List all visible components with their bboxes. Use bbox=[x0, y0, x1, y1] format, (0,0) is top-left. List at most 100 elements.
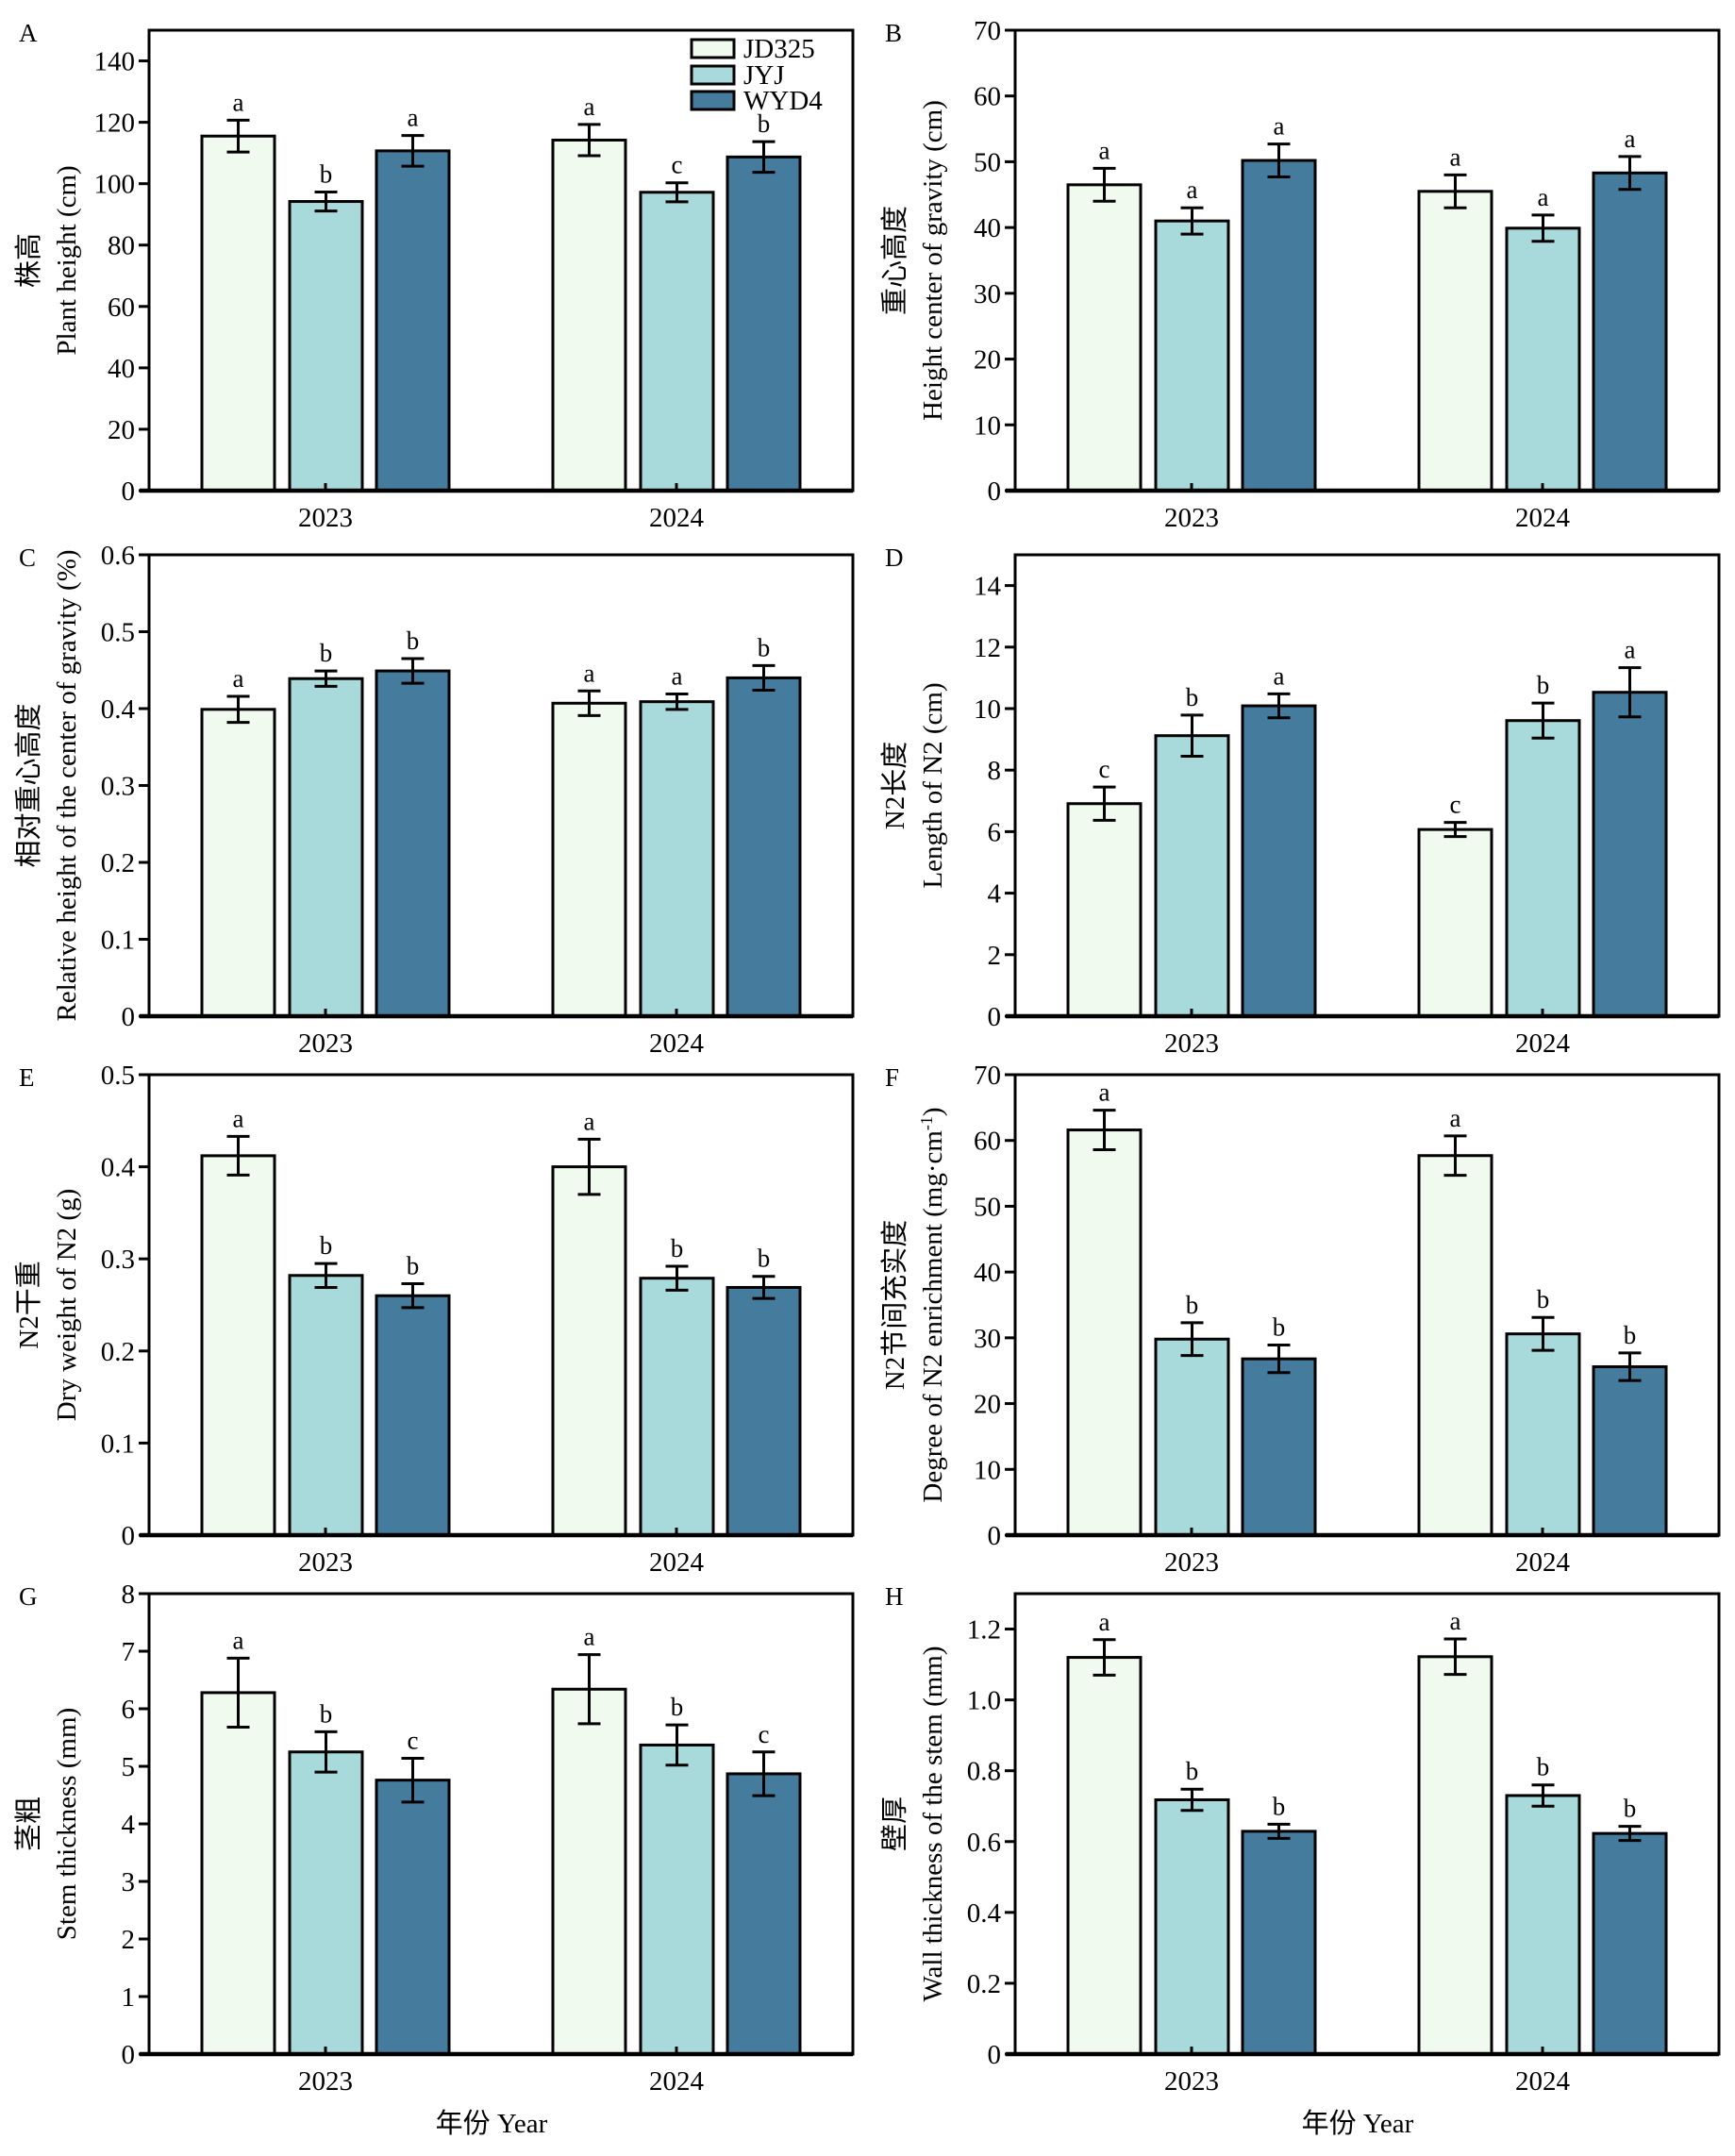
panel-h: H 壁厚 Wall thickness of the stem (mm) a a b b b b… bbox=[879, 1582, 1721, 2139]
significance-letter: c bbox=[672, 151, 683, 179]
bar-jd325-2023 bbox=[200, 708, 276, 1018]
x-tick-label: 2024 bbox=[1515, 1028, 1571, 1059]
significance-letter: b bbox=[407, 1252, 420, 1280]
panel-letter: F bbox=[885, 1063, 899, 1092]
y-tick-label: 120 bbox=[94, 109, 136, 139]
error-bar bbox=[1180, 1787, 1204, 1813]
y-tick-label: 8 bbox=[988, 756, 1002, 786]
panel-b: B 重心高度 Height center of gravity (cm) a a a a a a… bbox=[879, 16, 1721, 533]
legend-item-jd325: JD325 bbox=[690, 34, 815, 64]
y-tick-label: 1.2 bbox=[967, 1615, 1001, 1646]
y-tick-label: 60 bbox=[974, 82, 1001, 112]
error-bar bbox=[577, 1137, 601, 1196]
panel-a: A 株高 Plant height (cm) a a b c a b 0 20 40 60 80 100 12… bbox=[13, 19, 855, 533]
y-tick-label: 0.6 bbox=[967, 1828, 1001, 1858]
error-bar bbox=[314, 1730, 338, 1774]
y-tick-label: 6 bbox=[988, 817, 1002, 847]
y-axis-title-cn: N2干重 bbox=[13, 1261, 44, 1348]
significance-letter: b bbox=[1186, 1291, 1199, 1319]
x-axis-title: 年份 Year bbox=[436, 2108, 548, 2139]
x-tick-label: 2024 bbox=[649, 503, 705, 533]
bar-jd325-2024 bbox=[1417, 190, 1493, 493]
y-axis-title-en: Stem thickness (mm) bbox=[52, 1708, 82, 1940]
y-tick-label: 0 bbox=[122, 1521, 136, 1551]
bar-jyj-2024 bbox=[639, 700, 715, 1018]
bar-jd325-2024 bbox=[551, 138, 627, 493]
x-tick-label: 2023 bbox=[1164, 2066, 1219, 2097]
significance-letter: b bbox=[758, 1245, 771, 1273]
y-axis-title-en: Wall thickness of the stem (mm) bbox=[918, 1646, 948, 2002]
significance-letter: c bbox=[408, 1726, 419, 1754]
bar-jyj-2023 bbox=[1154, 1797, 1230, 2056]
significance-letter: b bbox=[758, 109, 771, 138]
bar-jyj-2024 bbox=[1505, 226, 1581, 493]
y-tick-label: 40 bbox=[974, 1258, 1001, 1288]
significance-letter: b bbox=[1273, 1313, 1286, 1342]
y-tick-label: 0 bbox=[988, 476, 1002, 507]
significance-letter: a bbox=[233, 664, 244, 693]
y-tick-label: 0 bbox=[122, 2040, 136, 2070]
error-bar bbox=[1180, 713, 1204, 759]
y-tick-label: 40 bbox=[108, 354, 135, 384]
error-bar bbox=[226, 1134, 250, 1177]
y-tick-label: 8 bbox=[122, 1579, 136, 1610]
error-bar bbox=[401, 1756, 425, 1804]
error-bar bbox=[577, 689, 601, 717]
y-tick-label: 0 bbox=[122, 476, 136, 507]
y-tick-label: 2 bbox=[988, 941, 1002, 971]
y-tick-label: 0.8 bbox=[967, 1757, 1001, 1787]
bar-jyj-2024 bbox=[639, 1743, 715, 2056]
y-tick-label: 0.2 bbox=[101, 848, 135, 878]
y-tick-label: 50 bbox=[974, 1192, 1001, 1222]
significance-letter: b bbox=[671, 1693, 684, 1721]
error-bar bbox=[401, 134, 425, 168]
bar-wyd4-2024 bbox=[1592, 171, 1668, 493]
y-tick-label: 60 bbox=[108, 292, 135, 323]
y-tick-label: 14 bbox=[974, 572, 1002, 602]
error-bar bbox=[1267, 142, 1291, 178]
x-tick-label: 2024 bbox=[1515, 503, 1571, 533]
bar-jyj-2024 bbox=[1505, 719, 1581, 1018]
y-tick-label: 20 bbox=[974, 1390, 1001, 1420]
error-bar bbox=[1267, 1822, 1291, 1840]
significance-letter: a bbox=[408, 104, 419, 132]
error-bar bbox=[1093, 166, 1116, 203]
panel-letter: D bbox=[885, 543, 904, 572]
y-tick-label: 100 bbox=[94, 170, 136, 200]
error-bar bbox=[1618, 155, 1642, 192]
y-tick-label: 20 bbox=[108, 415, 135, 445]
x-axis-title: 年份 Year bbox=[1302, 2108, 1414, 2139]
bar-jd325-2023 bbox=[1066, 1656, 1143, 2056]
error-bar bbox=[1443, 1637, 1467, 1677]
significance-letter: a bbox=[584, 92, 595, 121]
significance-letter: a bbox=[584, 659, 595, 687]
y-axis-title-cn: 壁厚 bbox=[879, 1797, 910, 1851]
y-axis-title-en-text: Plant height (cm) bbox=[52, 165, 82, 355]
y-tick-label: 0.5 bbox=[101, 1061, 135, 1091]
bar-jd325-2023 bbox=[1066, 183, 1143, 493]
x-tick-label: 2024 bbox=[1515, 2066, 1571, 2097]
significance-letter: a bbox=[1625, 125, 1636, 153]
bar-jd325-2023 bbox=[200, 1154, 276, 1537]
bar-wyd4-2023 bbox=[375, 1779, 451, 2056]
error-bar bbox=[314, 190, 338, 213]
significance-letter: b bbox=[758, 633, 771, 661]
y-tick-label: 12 bbox=[974, 633, 1001, 663]
y-tick-label: 4 bbox=[988, 879, 1002, 910]
panel-letter: E bbox=[19, 1063, 35, 1092]
error-bar bbox=[1093, 1109, 1116, 1151]
bar-wyd4-2024 bbox=[726, 1772, 802, 2056]
y-tick-label: 0.1 bbox=[101, 1429, 135, 1459]
bar-wyd4-2023 bbox=[375, 149, 451, 493]
x-tick-label: 2023 bbox=[1164, 1028, 1219, 1059]
significance-letter: c bbox=[759, 1720, 770, 1748]
y-tick-label: 0.4 bbox=[967, 1898, 1002, 1929]
significance-letter: a bbox=[1538, 183, 1549, 211]
y-axis-title-en: Dry weight of N2 (g) bbox=[52, 1189, 82, 1421]
y-tick-label: 60 bbox=[974, 1127, 1001, 1157]
y-axis-title-cn: 茎粗 bbox=[13, 1797, 44, 1851]
legend-item-wyd4: WYD4 bbox=[690, 86, 823, 116]
significance-letter: b bbox=[320, 639, 333, 667]
